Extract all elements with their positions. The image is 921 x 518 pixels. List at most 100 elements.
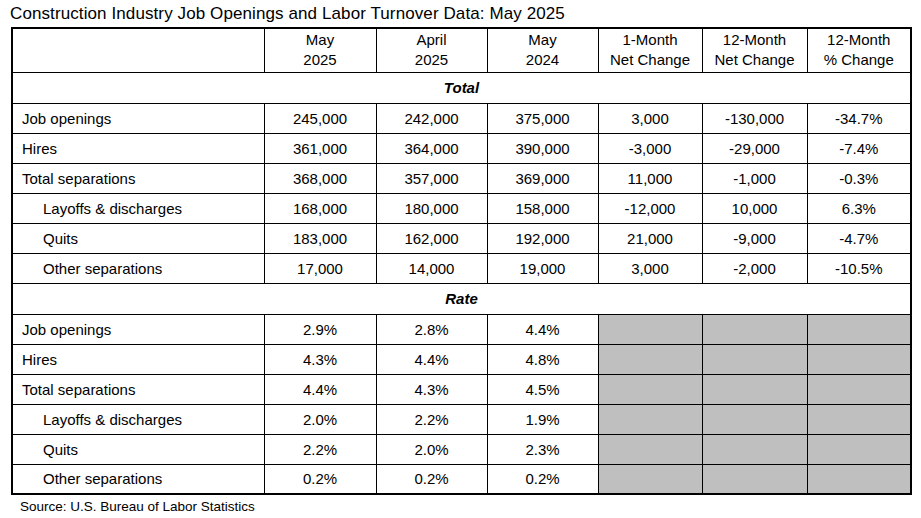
cell-value: -4.7%: [807, 223, 911, 253]
cell-value: 2.0%: [376, 434, 487, 464]
row-label: Layoffs & discharges: [12, 404, 264, 434]
row-label: Hires: [12, 344, 264, 374]
cell-value: 368,000: [264, 163, 376, 193]
row-label: Job openings: [12, 103, 264, 133]
cell-value: 4.3%: [376, 374, 487, 404]
jolts-data-table: May 2025 April 2025 May 2024 1-Month Net…: [11, 27, 912, 495]
row-label: Total separations: [12, 163, 264, 193]
shaded-empty-cell: [702, 314, 807, 344]
cell-value: 2.2%: [264, 434, 376, 464]
column-header-may-2025: May 2025: [264, 28, 376, 72]
shaded-empty-cell: [807, 374, 911, 404]
cell-value: 375,000: [487, 103, 598, 133]
cell-value: 4.8%: [487, 344, 598, 374]
cell-value: -7.4%: [807, 133, 911, 163]
table-row-rate-hires: Hires 4.3% 4.4% 4.8%: [12, 344, 911, 374]
shaded-empty-cell: [807, 314, 911, 344]
cell-value: -10.5%: [807, 253, 911, 283]
cell-value: 180,000: [376, 193, 487, 223]
row-label: Total separations: [12, 374, 264, 404]
cell-value: 3,000: [598, 103, 702, 133]
column-header-1-month-net-change: 1-Month Net Change: [598, 28, 702, 72]
cell-value: 4.3%: [264, 344, 376, 374]
cell-value: 2.9%: [264, 314, 376, 344]
cell-value: 11,000: [598, 163, 702, 193]
cell-value: -1,000: [702, 163, 807, 193]
row-label: Other separations: [12, 464, 264, 494]
shaded-empty-cell: [598, 374, 702, 404]
cell-value: 4.4%: [376, 344, 487, 374]
cell-value: 4.4%: [487, 314, 598, 344]
cell-value: -130,000: [702, 103, 807, 133]
cell-value: 162,000: [376, 223, 487, 253]
table-row-rate-other-separations: Other separations 0.2% 0.2% 0.2%: [12, 464, 911, 494]
row-label: Layoffs & discharges: [12, 193, 264, 223]
cell-value: 2.0%: [264, 404, 376, 434]
row-label: Other separations: [12, 253, 264, 283]
cell-value: 21,000: [598, 223, 702, 253]
cell-value: 10,000: [702, 193, 807, 223]
shaded-empty-cell: [807, 404, 911, 434]
shaded-empty-cell: [598, 464, 702, 494]
cell-value: 14,000: [376, 253, 487, 283]
cell-value: 2.3%: [487, 434, 598, 464]
cell-value: 3,000: [598, 253, 702, 283]
shaded-empty-cell: [702, 404, 807, 434]
cell-value: 361,000: [264, 133, 376, 163]
shaded-empty-cell: [807, 464, 911, 494]
cell-value: 4.4%: [264, 374, 376, 404]
table-row-rate-layoffs-discharges: Layoffs & discharges 2.0% 2.2% 1.9%: [12, 404, 911, 434]
column-header-12-month-pct-change: 12-Month % Change: [807, 28, 911, 72]
row-label: Quits: [12, 223, 264, 253]
cell-value: 17,000: [264, 253, 376, 283]
shaded-empty-cell: [598, 404, 702, 434]
row-label: Quits: [12, 434, 264, 464]
shaded-empty-cell: [702, 344, 807, 374]
source-attribution: Source: U.S. Bureau of Labor Statistics: [20, 499, 921, 514]
page-title: Construction Industry Job Openings and L…: [10, 4, 921, 24]
shaded-empty-cell: [807, 344, 911, 374]
shaded-empty-cell: [598, 344, 702, 374]
table-row-total-hires: Hires 361,000 364,000 390,000 -3,000 -29…: [12, 133, 911, 163]
table-row-rate-separations: Total separations 4.4% 4.3% 4.5%: [12, 374, 911, 404]
row-label: Job openings: [12, 314, 264, 344]
cell-value: 192,000: [487, 223, 598, 253]
shaded-empty-cell: [598, 314, 702, 344]
shaded-empty-cell: [598, 434, 702, 464]
cell-value: 183,000: [264, 223, 376, 253]
shaded-empty-cell: [702, 374, 807, 404]
table-row-rate-quits: Quits 2.2% 2.0% 2.3%: [12, 434, 911, 464]
shaded-empty-cell: [702, 464, 807, 494]
cell-value: -9,000: [702, 223, 807, 253]
table-row-total-separations: Total separations 368,000 357,000 369,00…: [12, 163, 911, 193]
cell-value: 0.2%: [264, 464, 376, 494]
cell-value: 168,000: [264, 193, 376, 223]
cell-value: 242,000: [376, 103, 487, 133]
column-header-may-2024: May 2024: [487, 28, 598, 72]
cell-value: 158,000: [487, 193, 598, 223]
cell-value: 19,000: [487, 253, 598, 283]
table-header: May 2025 April 2025 May 2024 1-Month Net…: [12, 28, 911, 72]
cell-value: 245,000: [264, 103, 376, 133]
section-label: Total: [12, 72, 911, 103]
cell-value: 6.3%: [807, 193, 911, 223]
cell-value: -0.3%: [807, 163, 911, 193]
section-header-total: Total: [12, 72, 911, 103]
shaded-empty-cell: [702, 434, 807, 464]
header-row: May 2025 April 2025 May 2024 1-Month Net…: [12, 28, 911, 72]
shaded-empty-cell: [807, 434, 911, 464]
cell-value: 2.8%: [376, 314, 487, 344]
cell-value: 369,000: [487, 163, 598, 193]
table-row-rate-job-openings: Job openings 2.9% 2.8% 4.4%: [12, 314, 911, 344]
cell-value: 1.9%: [487, 404, 598, 434]
cell-value: 2.2%: [376, 404, 487, 434]
cell-value: 4.5%: [487, 374, 598, 404]
column-header-12-month-net-change: 12-Month Net Change: [702, 28, 807, 72]
cell-value: 364,000: [376, 133, 487, 163]
section-label: Rate: [12, 283, 911, 314]
column-header-april-2025: April 2025: [376, 28, 487, 72]
cell-value: -3,000: [598, 133, 702, 163]
row-label: Hires: [12, 133, 264, 163]
cell-value: 357,000: [376, 163, 487, 193]
table-row-total-quits: Quits 183,000 162,000 192,000 21,000 -9,…: [12, 223, 911, 253]
